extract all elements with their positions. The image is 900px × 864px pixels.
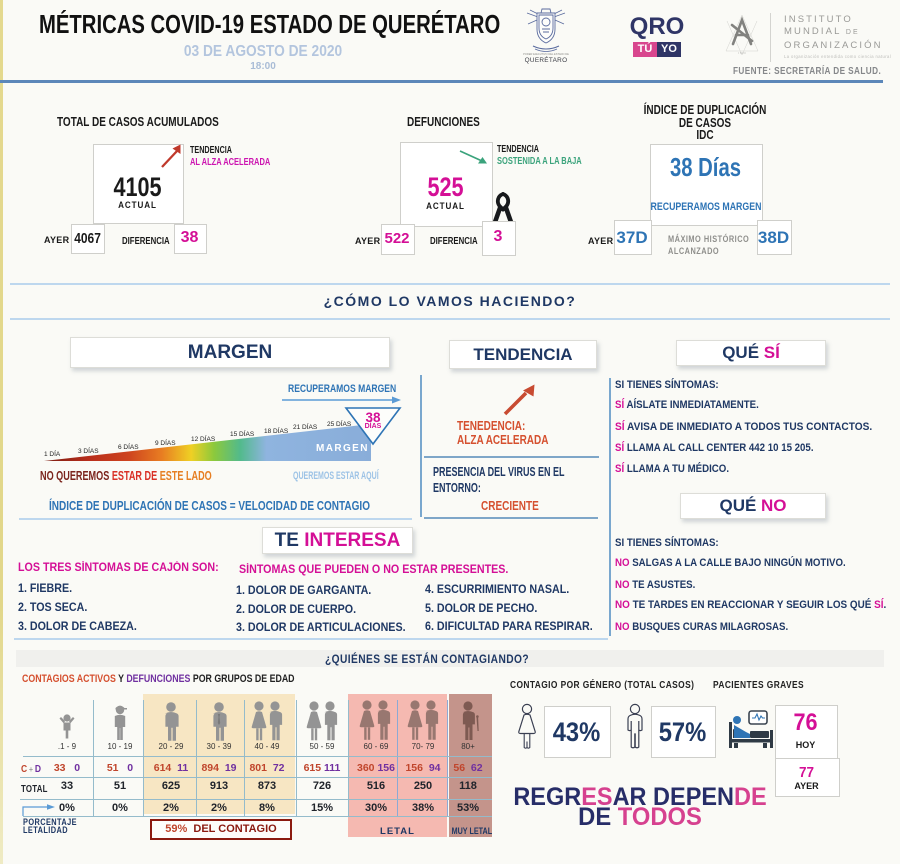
svg-text:I M O: I M O	[738, 51, 746, 55]
svg-text:PODER EJECUTIVO DEL ESTADO DE: PODER EJECUTIVO DEL ESTADO DE	[523, 52, 569, 56]
svg-text:QUERÉTARO: QUERÉTARO	[525, 55, 568, 64]
